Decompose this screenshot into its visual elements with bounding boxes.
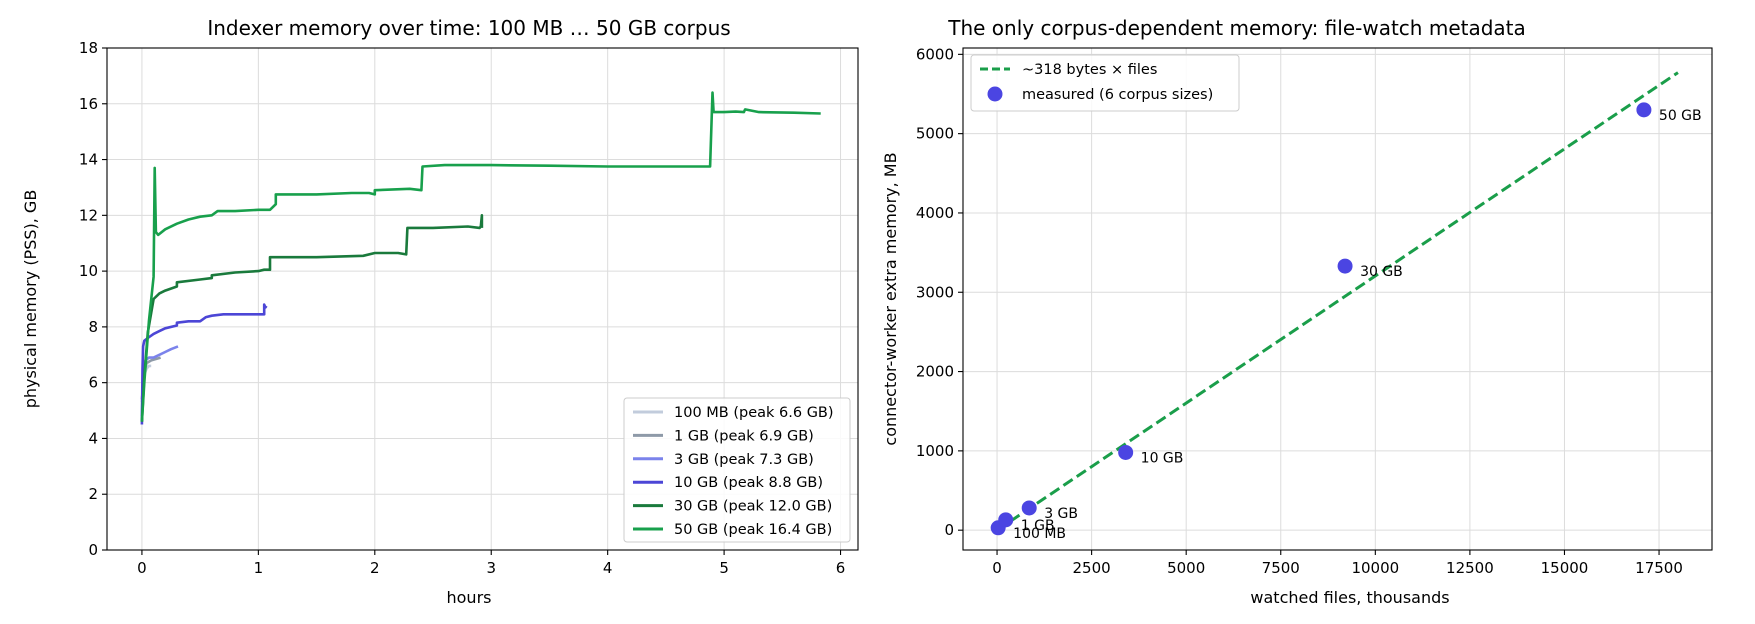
left-y-tick-label: 16 [79,95,98,113]
data-point-3 [1118,444,1134,460]
right-x-tick-label: 12500 [1446,559,1494,577]
data-point-2 [1021,500,1037,516]
data-point-4 [1337,258,1353,274]
series-line-4 [140,214,484,422]
legend-label-points: measured (6 corpus sizes) [1022,87,1213,103]
legend-label-fit: ~318 bytes × files [1022,62,1157,78]
right-x-tick-label: 7500 [1262,559,1300,577]
right-x-tick-label: 0 [992,559,1002,577]
right-y-tick-label: 2000 [916,363,954,381]
right-y-tick-label: 0 [944,521,954,539]
left-y-tick-label: 6 [88,374,98,392]
left-y-tick-label: 10 [79,262,98,280]
right-x-axis-label: watched files, thousands [1250,588,1449,607]
left-x-tick-label: 6 [836,559,846,577]
chart-left: Indexer memory over time: 100 MB … 50 GB… [21,16,859,607]
left-plot-frame [106,47,859,551]
data-point-label-4: 30 GB [1360,264,1403,280]
right-chart-title: The only corpus-dependent memory: file-w… [947,16,1526,40]
data-point-label-0: 100 MB [1013,526,1066,542]
left-x-tick-label: 5 [719,559,729,577]
right-x-tick-label: 5000 [1167,559,1205,577]
left-legend: 100 MB (peak 6.6 GB) 1 GB (peak 6.9 GB) 3 … [623,397,851,543]
legend-label-5: 50 GB (peak 16.4 GB) [674,522,832,538]
left-y-tick-label: 14 [79,151,98,169]
right-x-tick-label: 2500 [1073,559,1111,577]
data-point-5 [1636,102,1652,118]
left-x-axis-label: hours [447,588,492,607]
left-y-tick-label: 2 [88,485,98,503]
left-x-tick-label: 3 [486,559,496,577]
left-y-tick-label: 0 [88,541,98,559]
right-legend: ~318 bytes × files measured (6 corpus siz… [970,54,1240,112]
right-y-tick-label: 3000 [916,283,954,301]
right-y-axis-label: connector-worker extra memory, MB [881,152,900,445]
right-plot-frame [962,47,1713,551]
data-point-label-3: 10 GB [1141,450,1184,466]
right-y-tick-label: 6000 [916,45,954,63]
legend-swatch-points [987,86,1003,102]
right-x-tick-label: 15000 [1541,559,1589,577]
right-x-tick-label: 17500 [1635,559,1683,577]
series-line-5 [140,91,821,422]
right-y-tick-label: 5000 [916,125,954,143]
left-legend-box [623,397,851,543]
legend-label-1: 1 GB (peak 6.9 GB) [674,428,814,444]
chart-right: The only corpus-dependent memory: file-w… [881,16,1713,607]
data-point-label-5: 50 GB [1659,108,1702,124]
left-chart-title: Indexer memory over time: 100 MB … 50 GB… [207,16,730,40]
data-point-1 [998,512,1014,528]
legend-label-3: 10 GB (peak 8.8 GB) [674,475,823,491]
right-y-tick-label: 1000 [916,442,954,460]
right-x-tick-label: 10000 [1351,559,1399,577]
left-x-tick-label: 0 [137,559,147,577]
series-line-3 [140,303,268,425]
left-y-tick-label: 4 [88,429,98,447]
left-y-axis-label: physical memory (PSS), GB [21,190,40,409]
left-x-tick-label: 1 [254,559,264,577]
right-legend-box [970,54,1240,112]
legend-label-4: 30 GB (peak 12.0 GB) [674,499,832,515]
data-point-label-2: 3 GB [1044,506,1078,522]
left-x-tick-label: 2 [370,559,380,577]
left-y-tick-label: 12 [79,206,98,224]
fit-line [996,71,1679,532]
data-point-label-1: 1 GB [1021,518,1055,534]
legend-label-0: 100 MB (peak 6.6 GB) [674,405,834,421]
left-x-tick-label: 4 [603,559,613,577]
legend-label-2: 3 GB (peak 7.3 GB) [674,452,814,468]
left-y-tick-label: 8 [88,318,98,336]
right-y-tick-label: 4000 [916,204,954,222]
left-y-tick-label: 18 [79,39,98,57]
